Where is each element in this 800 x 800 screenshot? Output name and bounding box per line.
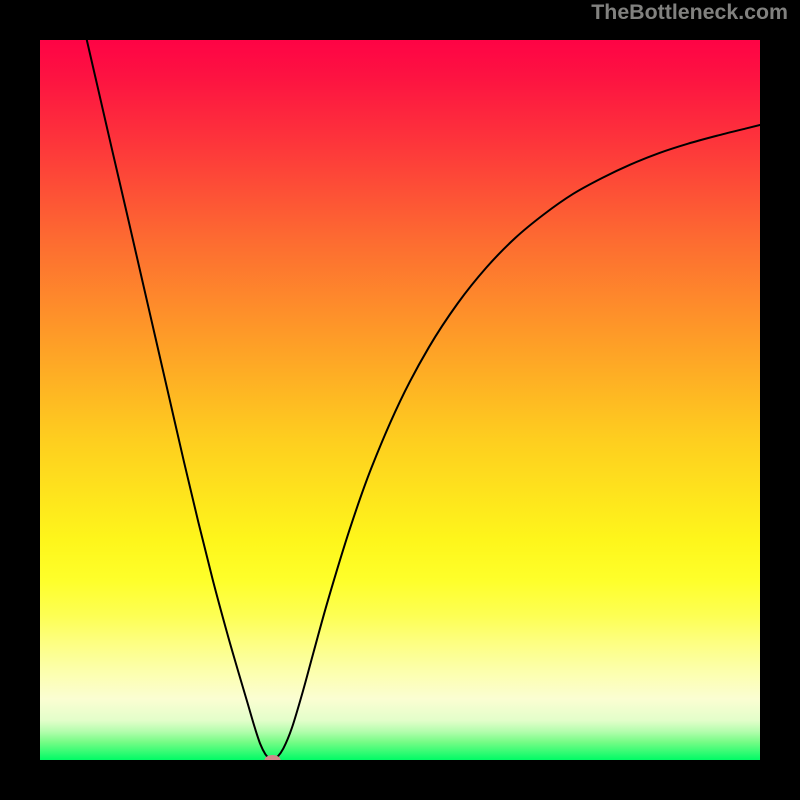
watermark-text: TheBottleneck.com <box>591 0 788 25</box>
bottleneck-chart <box>0 0 800 800</box>
chart-container: TheBottleneck.com <box>0 0 800 800</box>
